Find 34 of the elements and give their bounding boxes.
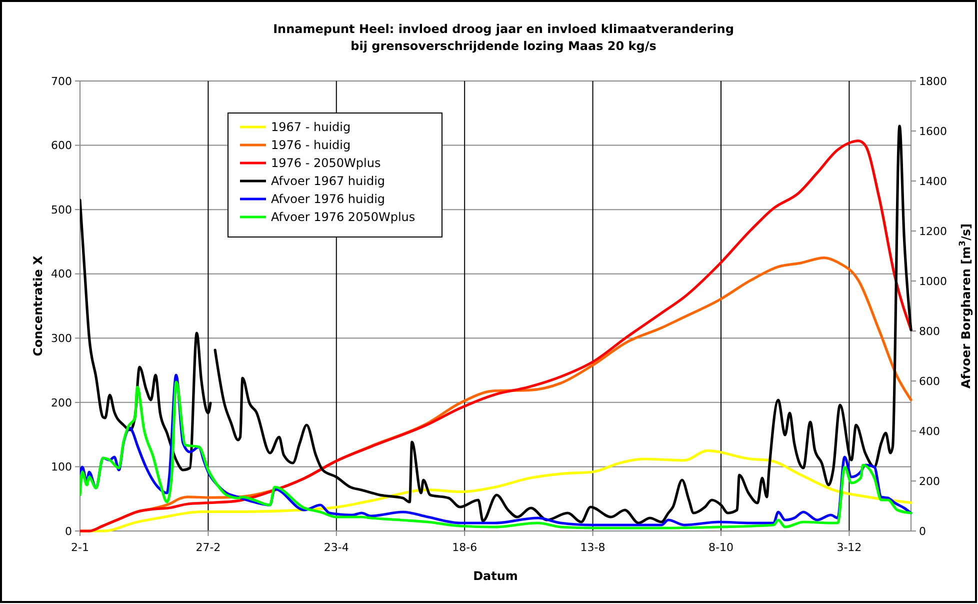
x-tick-label: 23-4 [324,541,349,554]
y-tick-label: 600 [51,139,72,152]
legend-label: 1976 - 2050Wplus [271,156,381,170]
y-tick-label: 200 [51,396,72,410]
y-tick-label: 500 [51,203,72,216]
x-axis-title: Datum [473,569,518,583]
y-tick-label: 100 [51,460,72,474]
y-tick-label: 400 [51,268,72,281]
y-tick-label: 300 [51,332,72,345]
y2-tick-label: 400 [919,424,940,438]
y-axis-title: Concentratie X [31,254,45,356]
legend-label: 1976 - huidig [271,138,351,152]
legend-label: Afvoer 1967 huidig [271,174,386,188]
legend-label: 1967 - huidig [271,120,351,134]
y2-tick-label: 1400 [919,174,947,188]
y2-tick-label: 1800 [919,74,947,88]
x-tick-label: 3-12 [836,541,862,554]
x-tick-label: 8-10 [708,541,734,554]
x-tick-label: 2-1 [71,541,89,554]
y-tick-label: 0 [65,524,72,538]
legend-label: Afvoer 1976 huidig [271,192,386,206]
y2-tick-label: 800 [919,324,940,338]
y2-tick-label: 1000 [919,274,947,288]
y-tick-label: 700 [51,74,72,88]
x-tick-label: 27-2 [196,541,221,554]
legend-label: Afvoer 1976 2050Wplus [271,210,416,224]
y2-tick-label: 1200 [919,224,947,238]
x-tick-label: 18-6 [452,541,478,554]
x-tick-label: 13-8 [580,541,606,554]
y2-tick-label: 600 [919,374,940,388]
y2-tick-label: 1600 [919,124,947,138]
chart-title: Innamepunt Heel: invloed droog jaar en invloed klimaatverandering bij grensoverschrijdende lozing Maas 20 kg/s [273,22,734,53]
y2-tick-label: 200 [919,474,940,488]
y2-tick-label: 0 [919,524,926,538]
